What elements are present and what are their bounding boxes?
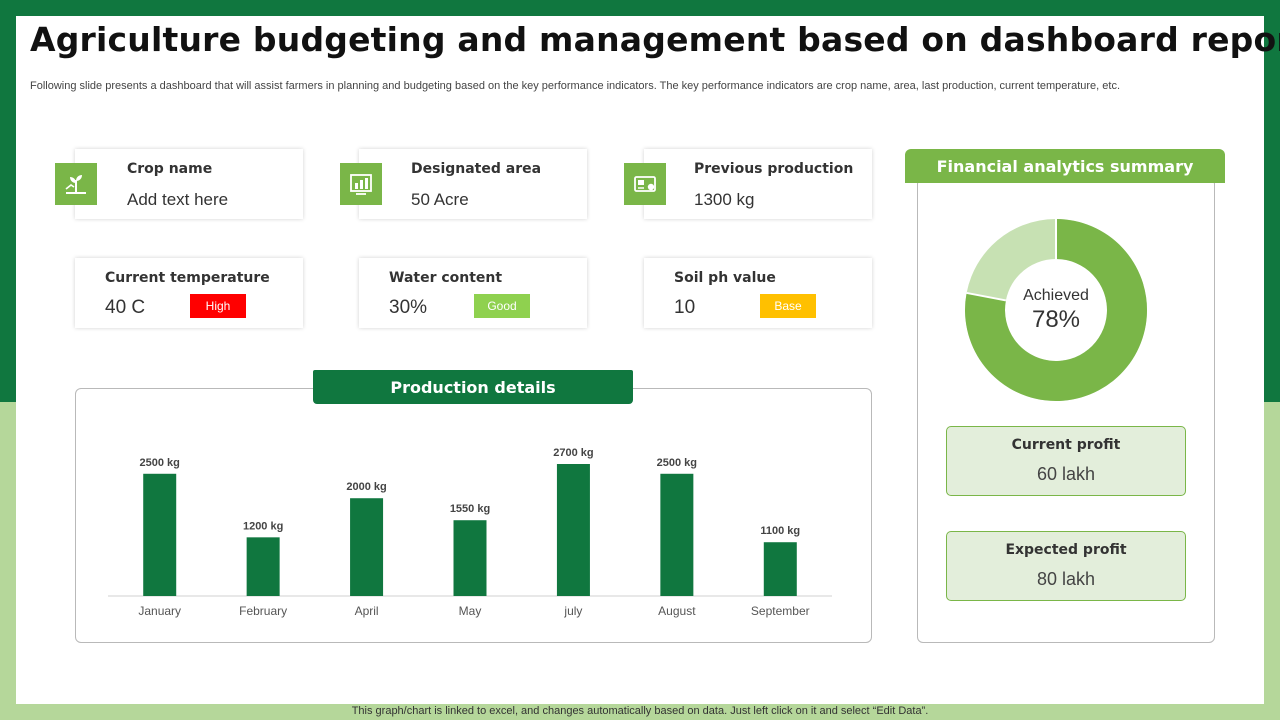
kpi-value-current-temperature: 40 C (105, 297, 146, 318)
kpi-card-previous-production (644, 149, 872, 219)
bar-may (453, 520, 487, 596)
expected-profit-label: Expected profit (1005, 542, 1127, 558)
kpi-label-designated-area: Designated area (411, 161, 542, 177)
kpi-label-crop-name: Crop name (127, 161, 213, 177)
data-label-september: 1100 kg (760, 525, 800, 537)
bar-january (143, 473, 177, 596)
kpi-card-water-content (359, 258, 587, 328)
kpi-value-previous-production: 1300 kg (694, 190, 755, 209)
production-details-panel (75, 388, 872, 643)
production-bar-chart: 2500 kg January 1200 kg February 2000 kg Apri… (108, 447, 832, 618)
bar-february (246, 537, 280, 596)
data-label-may: 1550 kg (450, 503, 490, 515)
kpi-card-soil-ph (644, 258, 872, 328)
kpi-label-water-content: Water content (389, 270, 503, 286)
status-badge-base: Base (760, 294, 816, 318)
data-label-february: 1200 kg (243, 520, 283, 532)
land-area-chart-icon (340, 163, 382, 205)
kpi-card-crop-name (75, 149, 303, 219)
x-tick-label-february: February (239, 604, 287, 618)
data-label-july: 2700 kg (553, 447, 593, 459)
achieved-donut-chart (965, 219, 1147, 401)
x-tick-label-january: January (138, 604, 181, 618)
current-profit-value: 60 lakh (1036, 464, 1096, 484)
x-tick-label-april: April (355, 604, 379, 618)
current-profit-label: Current profit (1011, 437, 1121, 453)
bar-september (763, 542, 797, 596)
money-card-icon (624, 163, 666, 205)
data-label-january: 2500 kg (140, 457, 180, 469)
kpi-label-current-temperature: Current temperature (105, 270, 270, 286)
donut-center-value: 78% (1031, 306, 1081, 333)
kpi-value-designated-area: 50 Acre (411, 190, 469, 209)
donut-divider-line (966, 291, 1007, 302)
kpi-card-current-temperature (75, 258, 303, 328)
status-badge-good: Good (474, 294, 530, 318)
expected-profit-card: Expected profit 80 lakh (946, 531, 1186, 601)
status-badge-high: High (190, 294, 246, 318)
current-profit-card: Current profit 60 lakh (946, 426, 1186, 496)
plant-growth-icon (55, 163, 97, 205)
x-tick-label-may: May (459, 604, 482, 618)
expected-profit-value: 80 lakh (1036, 569, 1096, 589)
x-tick-label-september: September (751, 604, 810, 618)
kpi-card-designated-area (359, 149, 587, 219)
data-label-april: 2000 kg (346, 481, 386, 493)
donut-achieved-slice (965, 219, 1147, 401)
data-label-august: 2500 kg (657, 457, 697, 469)
x-tick-label-july: july (563, 604, 582, 618)
kpi-label-soil-ph: Soil ph value (674, 270, 776, 286)
page-title: Agriculture budgeting and management bas… (30, 20, 1280, 59)
bar-august (660, 473, 694, 596)
donut-center-label: Achieved (1023, 287, 1089, 304)
kpi-value-soil-ph: 10 (674, 297, 696, 318)
x-tick-label-august: August (658, 604, 696, 618)
kpi-value-water-content: 30% (389, 297, 428, 318)
kpi-label-previous-production: Previous production (694, 161, 854, 177)
production-details-header: Production details (313, 370, 633, 404)
page-subtitle: Following slide presents a dashboard tha… (30, 80, 1120, 92)
kpi-value-crop-name: Add text here (127, 190, 229, 209)
bar-july (556, 464, 590, 596)
financial-summary-header: Financial analytics summary (905, 149, 1225, 183)
bar-april (350, 498, 384, 596)
footer-note: This graph/chart is linked to excel, and… (351, 705, 929, 717)
